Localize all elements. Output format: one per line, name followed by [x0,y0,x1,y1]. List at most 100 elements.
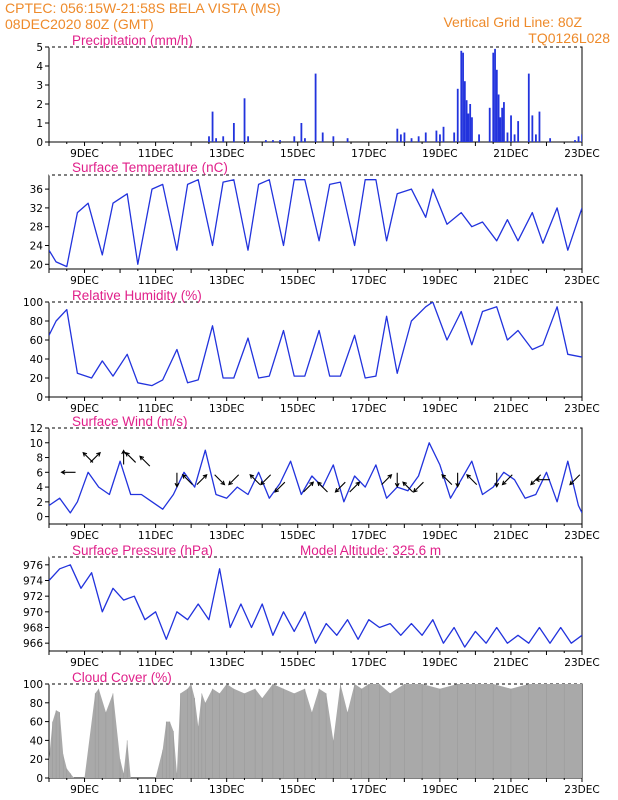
wind-arrow [441,473,453,485]
precip-bar [495,69,498,142]
x-tick-label: 19DEC [422,148,457,160]
precip-bar [247,136,249,142]
x-tick-label: 23DEC [564,784,599,796]
x-tick-label: 19DEC [422,403,457,415]
precip-bar [467,113,470,142]
y-tick-label: 2 [36,99,43,111]
precip-bar [478,134,480,142]
y-tick-label: 972 [23,591,43,603]
wind-arrow [394,472,400,488]
series-line [49,179,582,268]
y-tick-label: 20 [30,373,43,385]
precip-bar [456,88,459,142]
precip-bar [293,136,296,142]
x-tick-label: 15DEC [280,403,315,415]
precip-bar [577,136,580,142]
precip-bar [497,94,500,142]
x-tick-label: 21DEC [493,275,528,287]
wind-arrow [381,473,393,485]
precip-bar [396,128,399,142]
x-tick-label: 23DEC [564,530,599,542]
precip-bar [494,48,496,142]
precip-bar [215,138,218,142]
panel-title: Cloud Cover (%) [72,670,172,685]
x-tick-label: 11DEC [138,657,173,669]
precip-bar [208,136,210,142]
wind-arrow [174,472,180,488]
wind-arrow [316,481,328,493]
x-tick-label: 17DEC [351,403,386,415]
panel-wind: Surface Wind (m/s) 0 2 4 6 8 10 12 9DEC 11DEC 13DE… [30,414,600,542]
precip-bar [410,138,413,142]
panel-humidity: Relative Humidity (%) 0 20 40 60 80 100 9DEC 11D… [23,288,600,415]
precip-bar [453,132,456,142]
x-tick-label: 23DEC [564,657,599,669]
wind-arrow [228,474,240,486]
y-tick-label: 3 [36,80,43,92]
precip-bar [264,140,267,142]
x-tick-label: 17DEC [351,784,386,796]
precip-bar [346,138,349,142]
y-tick-label: 8 [36,453,43,465]
y-tick-label: 966 [23,638,43,650]
x-tick-label: 21DEC [493,784,528,796]
x-tick-label: 11DEC [138,403,173,415]
series-line [49,302,582,387]
y-tick-label: 20 [30,259,43,271]
wind-arrow [60,469,76,475]
x-tick-label: 11DEC [138,275,173,287]
y-tick-label: 80 [30,316,43,328]
x-tick-label: 13DEC [209,403,244,415]
x-tick-label: 21DEC [493,403,528,415]
x-tick-label: 19DEC [422,784,457,796]
precip-bar [403,132,406,142]
y-tick-label: 80 [30,698,43,710]
x-tick-label: 19DEC [422,275,457,287]
y-tick-label: 0 [36,137,43,149]
precip-bar [538,111,541,142]
x-tick-label: 17DEC [351,657,386,669]
x-tick-label: 13DEC [209,148,244,160]
y-tick-label: 12 [30,423,43,435]
x-tick-label: 15DEC [280,784,315,796]
panel-title: Surface Pressure (hPa) [72,543,213,558]
precip-bar [488,107,491,142]
precip-bar [499,117,502,142]
y-tick-label: 0 [36,773,43,785]
panel-pressure: Surface Pressure (hPa) Model Altitude: 32… [23,543,600,669]
precip-bar [272,140,274,142]
x-tick-label: 19DEC [422,530,457,542]
precip-bar [510,115,512,142]
precip-bar [527,73,530,142]
precip-bar [549,138,552,142]
x-tick-label: 9DEC [70,275,99,287]
header-model-id: TQ0126L028 [528,30,610,46]
x-tick-label: 9DEC [70,403,99,415]
y-tick-label: 0 [36,512,43,524]
x-tick-label: 15DEC [280,148,315,160]
y-tick-label: 968 [23,623,43,635]
precip-bar [300,123,303,142]
wind-arrow [466,473,478,485]
x-tick-label: 15DEC [280,530,315,542]
y-tick-label: 60 [30,335,43,347]
precip-bar [465,100,468,142]
series-group [49,564,582,648]
y-tick-label: 32 [30,203,43,215]
precip-bar [531,115,534,142]
precip-bar [222,136,225,142]
panel-frame [48,427,583,525]
series-line [49,564,582,648]
panel-title: Relative Humidity (%) [72,288,202,303]
x-tick-label: 11DEC [138,784,173,796]
x-tick-label: 23DEC [564,275,599,287]
y-tick-label: 100 [23,297,43,309]
panel-precipitation: Precipitation (mm/h) 0 1 2 3 4 5 9DEC 11DEC 13DEC… [36,33,599,160]
header-location: CPTEC: 056:15W-21:58S BELA VISTA (MS) [5,0,281,16]
y-tick-label: 6 [36,467,43,479]
wind-arrow [249,473,261,485]
wind-arrow [534,477,550,483]
x-tick-label: 9DEC [70,148,99,160]
